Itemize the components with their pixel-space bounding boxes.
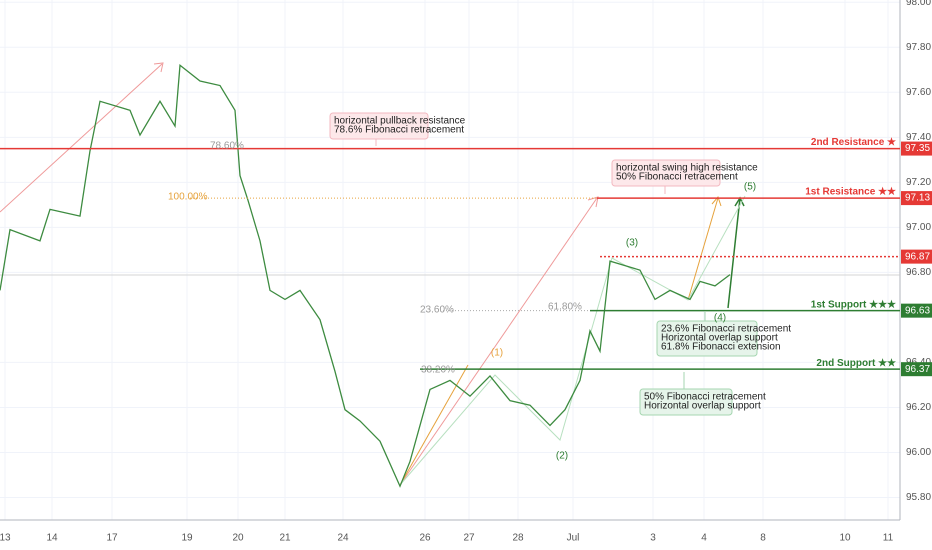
annotation-box [611,159,721,187]
arrow-head [587,196,599,208]
y-tick-label: 97.20 [906,177,931,188]
level-label: 1st Support ★★★ [811,299,896,310]
wave-label: (2) [556,451,568,462]
annotation-text: horizontal pullback resistance [334,116,466,127]
annotation-text: Horizontal overlap support [644,401,761,412]
y-tick-label: 95.80 [906,492,931,503]
y-tick-label: 96.80 [906,267,931,278]
arrow-head [711,196,722,207]
annotation-box [656,320,758,357]
wave-label: (5) [744,182,756,193]
price-tag-label: 96.87 [905,251,930,262]
arrow-head [153,62,164,73]
wave-arrow [727,197,741,309]
price-tag [901,191,932,206]
x-tick-label: 10 [839,533,851,544]
price-tag-label: 97.35 [905,143,930,154]
y-tick-label: 97.80 [906,42,931,53]
x-tick-label: 13 [0,533,11,544]
y-tick-label: 98.00 [906,0,931,8]
wave-arrow [687,197,719,301]
annotation-text: 61.8% Fibonacci extension [661,342,781,353]
y-tick-label: 96.00 [906,447,931,458]
y-tick-label: 97.60 [906,87,931,98]
annotation-text: 23.6% Fibonacci retracement [661,324,791,335]
grid [0,0,900,520]
price-tag [901,362,932,377]
x-tick-label: 11 [883,533,894,544]
annotation-text: 50% Fibonacci retracement [616,172,738,183]
x-tick-label: 8 [760,533,766,544]
x-tick-label: 21 [279,533,291,544]
x-tick-label: 26 [419,533,431,544]
fib-label: 23.60% [420,305,454,316]
x-tick-label: 20 [232,533,244,544]
price-tag [901,303,932,318]
fib-label: 61.80% [548,302,582,313]
price-tag [901,249,932,264]
wave-label: (1) [491,348,503,359]
level-label: 1st Resistance ★★ [805,187,896,198]
price-tag-label: 96.37 [905,364,930,375]
trend-arrow [0,63,163,213]
x-tick-label: 4 [701,533,707,544]
annotation-text: 50% Fibonacci retracement [644,392,766,403]
annotation-text: Horizontal overlap support [661,333,778,344]
x-tick-label: 19 [181,533,193,544]
fib-label: 78.60% [210,141,244,152]
wave-label: (4) [714,313,726,324]
y-tick-label: 97.40 [906,132,931,143]
annotation-text: 78.6% Fibonacci retracement [334,125,464,136]
x-tick-label: 28 [512,533,524,544]
annotation-text: horizontal swing high resistance [616,163,758,174]
x-tick-label: 27 [463,533,475,544]
x-tick-label: 17 [106,533,118,544]
price-tag-label: 97.13 [905,193,930,204]
annotation-box [329,112,429,140]
price-line [0,64,731,488]
level-label: 2nd Support ★★ [816,358,896,369]
y-tick-label: 97.00 [906,222,931,233]
x-tick-label: Jul [567,533,580,544]
price-tag-label: 96.63 [905,305,930,316]
price-tag [901,141,932,156]
x-tick-label: 3 [650,533,656,544]
x-tick-label: 24 [337,533,349,544]
y-tick-label: 96.20 [906,402,931,413]
trend-arrow [399,197,598,486]
x-tick-label: 14 [46,533,58,544]
fib-label: 38.20% [421,365,455,376]
fib-label: 100.00% [168,192,208,203]
annotation-box [639,388,733,416]
level-label: 2nd Resistance ★ [811,137,896,148]
wave-label: (3) [626,238,638,249]
